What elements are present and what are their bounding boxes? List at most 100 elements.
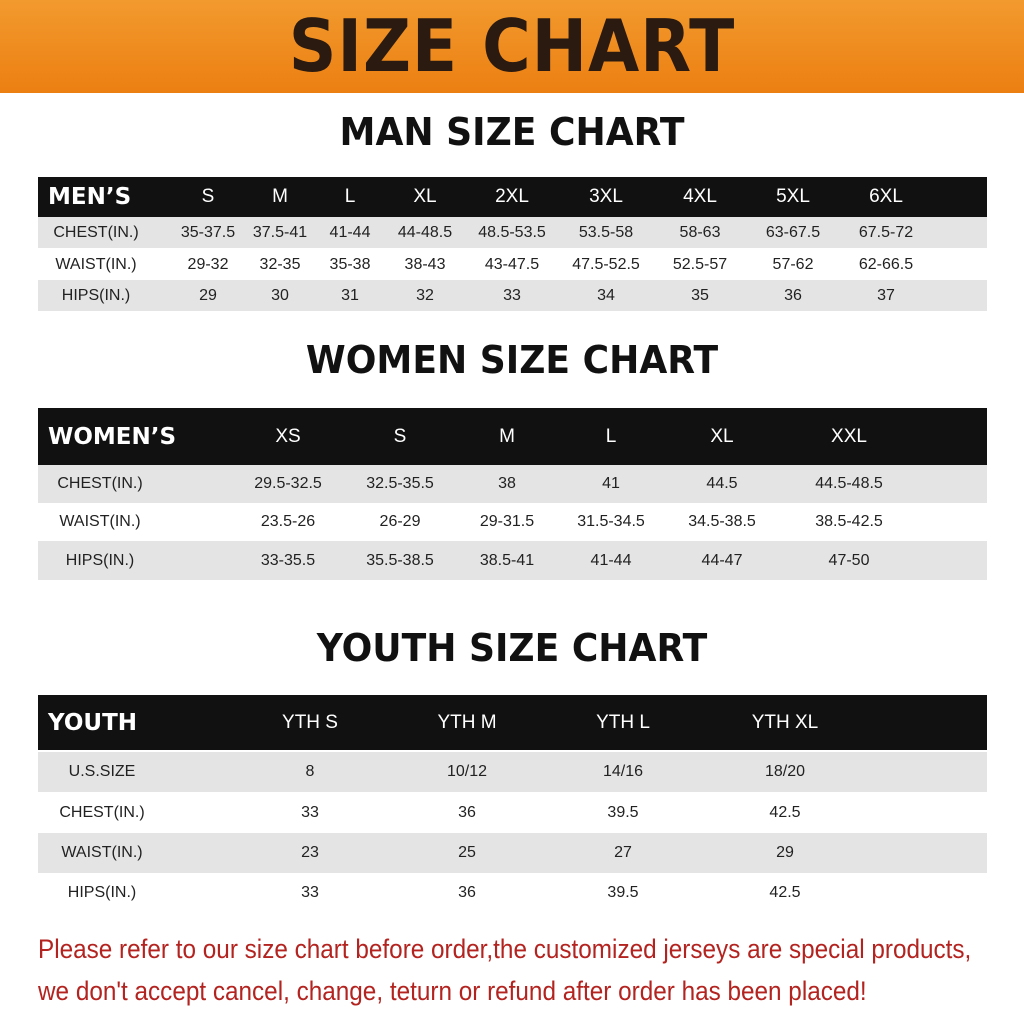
measurement-cell: 53.5-58 [578, 223, 634, 241]
size-header: S [201, 186, 215, 207]
measurement-cell: 38-43 [404, 255, 446, 273]
measurement-cell: 29.5-32.5 [254, 475, 322, 492]
size-header: XS [275, 425, 301, 447]
header-row: YOUTH YTH S YTH M YTH L YTH XL [38, 695, 987, 750]
size-header: 6XL [869, 186, 903, 207]
measurement-cell: 33 [301, 803, 319, 821]
table-row: HIPS(IN.) 33 36 39.5 42.5 [38, 873, 987, 913]
measurement-cell: 38.5-41 [479, 551, 535, 569]
measurement-cell: 23.5-26 [260, 513, 316, 530]
measurement-cell: 27 [614, 844, 632, 861]
row-label: WAIST(IN.) [61, 844, 143, 861]
measurement-cell: 63-67.5 [765, 223, 821, 241]
measurement-cell: 34 [597, 286, 615, 304]
size-header: M [272, 186, 288, 207]
table-row: U.S.SIZE 8 10/12 14/16 18/20 [38, 752, 987, 792]
measurement-cell: 43-47.5 [484, 255, 540, 273]
measurement-cell: 25 [458, 844, 476, 861]
measurement-cell: 48.5-53.5 [478, 223, 546, 241]
measurement-cell: 57-62 [772, 255, 814, 273]
row-label: CHEST(IN.) [59, 803, 145, 821]
size-header: 2XL [495, 186, 529, 207]
size-header: YTH XL [751, 711, 819, 733]
measurement-cell: 41-44 [329, 223, 371, 241]
size-header: L [605, 425, 617, 447]
table-row: HIPS(IN.) 33-35.5 35.5-38.5 38.5-41 41-44 44-… [38, 541, 987, 580]
measurement-cell: 32-35 [259, 255, 301, 273]
measurement-cell: 8 [305, 763, 315, 780]
measurement-cell: 29 [776, 844, 794, 861]
row-label: U.S.SIZE [68, 763, 136, 780]
size-header: 3XL [589, 186, 623, 207]
measurement-cell: 44-48.5 [397, 223, 453, 241]
row-label: WAIST(IN.) [59, 513, 141, 530]
title-banner: SIZE CHART [0, 0, 1024, 93]
measurement-cell: 44.5-48.5 [815, 475, 883, 492]
measurement-cell: 33-35.5 [260, 551, 316, 569]
size-header: S [393, 425, 407, 447]
measurement-cell: 38.5-42.5 [815, 513, 883, 530]
measurement-cell: 47-50 [828, 551, 870, 569]
measurement-cell: 41-44 [590, 551, 632, 569]
table-row: CHEST(IN.) 29.5-32.5 32.5-35.5 38 41 44.5 44.5… [38, 465, 987, 503]
size-header: XXL [831, 425, 867, 447]
measurement-cell: 29-32 [187, 255, 229, 273]
policy-note-line-1: Please refer to our size chart before or… [38, 934, 972, 964]
men-section-title: MAN SIZE CHART [339, 110, 685, 154]
measurement-cell: 23 [301, 844, 319, 861]
measurement-cell: 38 [498, 475, 516, 492]
row-label: CHEST(IN.) [53, 223, 139, 241]
measurement-cell: 35 [691, 286, 709, 304]
page-title: SIZE CHART [288, 4, 736, 88]
size-header: XL [413, 186, 437, 207]
measurement-cell: 37 [877, 286, 895, 304]
measurement-cell: 18/20 [764, 763, 806, 780]
measurement-cell: 29-31.5 [479, 513, 535, 530]
measurement-cell: 39.5 [607, 803, 639, 821]
measurement-cell: 10/12 [446, 763, 488, 780]
table-row: CHEST(IN.) 33 36 39.5 42.5 [38, 792, 987, 833]
header-row: MEN’S S M L XL 2XL 3XL 4XL 5XL 6XL [38, 177, 987, 217]
table-row: CHEST(IN.) 35-37.5 37.5-41 41-44 44-48.5 48.5… [38, 217, 987, 248]
row-label: CHEST(IN.) [57, 475, 143, 492]
table-row: WAIST(IN.) 23.5-26 26-29 29-31.5 31.5-34.5 34… [38, 503, 987, 541]
measurement-cell: 41 [602, 475, 620, 492]
size-header: YTH M [437, 711, 497, 733]
table-row: WAIST(IN.) 23 25 27 29 [38, 833, 987, 873]
row-label: HIPS(IN.) [65, 551, 135, 569]
table-heading: WOMEN’S [48, 423, 177, 450]
measurement-cell: 52.5-57 [672, 255, 728, 273]
size-header: YTH L [596, 711, 650, 733]
table-row: WAIST(IN.) 29-32 32-35 35-38 38-43 43-47.5 47.… [38, 249, 987, 280]
policy-note-line-2: we don't accept cancel, change, teturn o… [38, 976, 867, 1006]
measurement-cell: 39.5 [607, 884, 639, 901]
row-label: HIPS(IN.) [67, 884, 137, 901]
size-header: XL [710, 425, 734, 447]
measurement-cell: 36 [458, 884, 476, 901]
size-header: L [344, 186, 356, 207]
size-header: 5XL [776, 186, 810, 207]
women-section-title: WOMEN SIZE CHART [305, 338, 719, 382]
measurement-cell: 42.5 [769, 803, 801, 821]
measurement-cell: 32.5-35.5 [366, 475, 434, 492]
youth-section-title: YOUTH SIZE CHART [316, 626, 708, 670]
measurement-cell: 58-63 [679, 223, 721, 241]
measurement-cell: 36 [784, 286, 802, 304]
measurement-cell: 32 [416, 286, 434, 304]
measurement-cell: 34.5-38.5 [688, 513, 756, 530]
table-row: HIPS(IN.) 29 30 31 32 33 34 35 36 37 [38, 280, 987, 311]
measurement-cell: 35-37.5 [180, 223, 236, 241]
measurement-cell: 67.5-72 [858, 223, 914, 241]
measurement-cell: 35.5-38.5 [366, 551, 434, 569]
measurement-cell: 26-29 [379, 513, 421, 530]
measurement-cell: 33 [301, 884, 319, 901]
size-header: YTH S [282, 711, 338, 733]
measurement-cell: 30 [271, 286, 289, 304]
measurement-cell: 31.5-34.5 [577, 513, 645, 530]
size-header: 4XL [683, 186, 717, 207]
measurement-cell: 36 [458, 803, 476, 821]
measurement-cell: 44-47 [701, 551, 743, 569]
measurement-cell: 29 [199, 286, 217, 304]
measurement-cell: 37.5-41 [252, 223, 308, 241]
measurement-cell: 33 [503, 286, 521, 304]
